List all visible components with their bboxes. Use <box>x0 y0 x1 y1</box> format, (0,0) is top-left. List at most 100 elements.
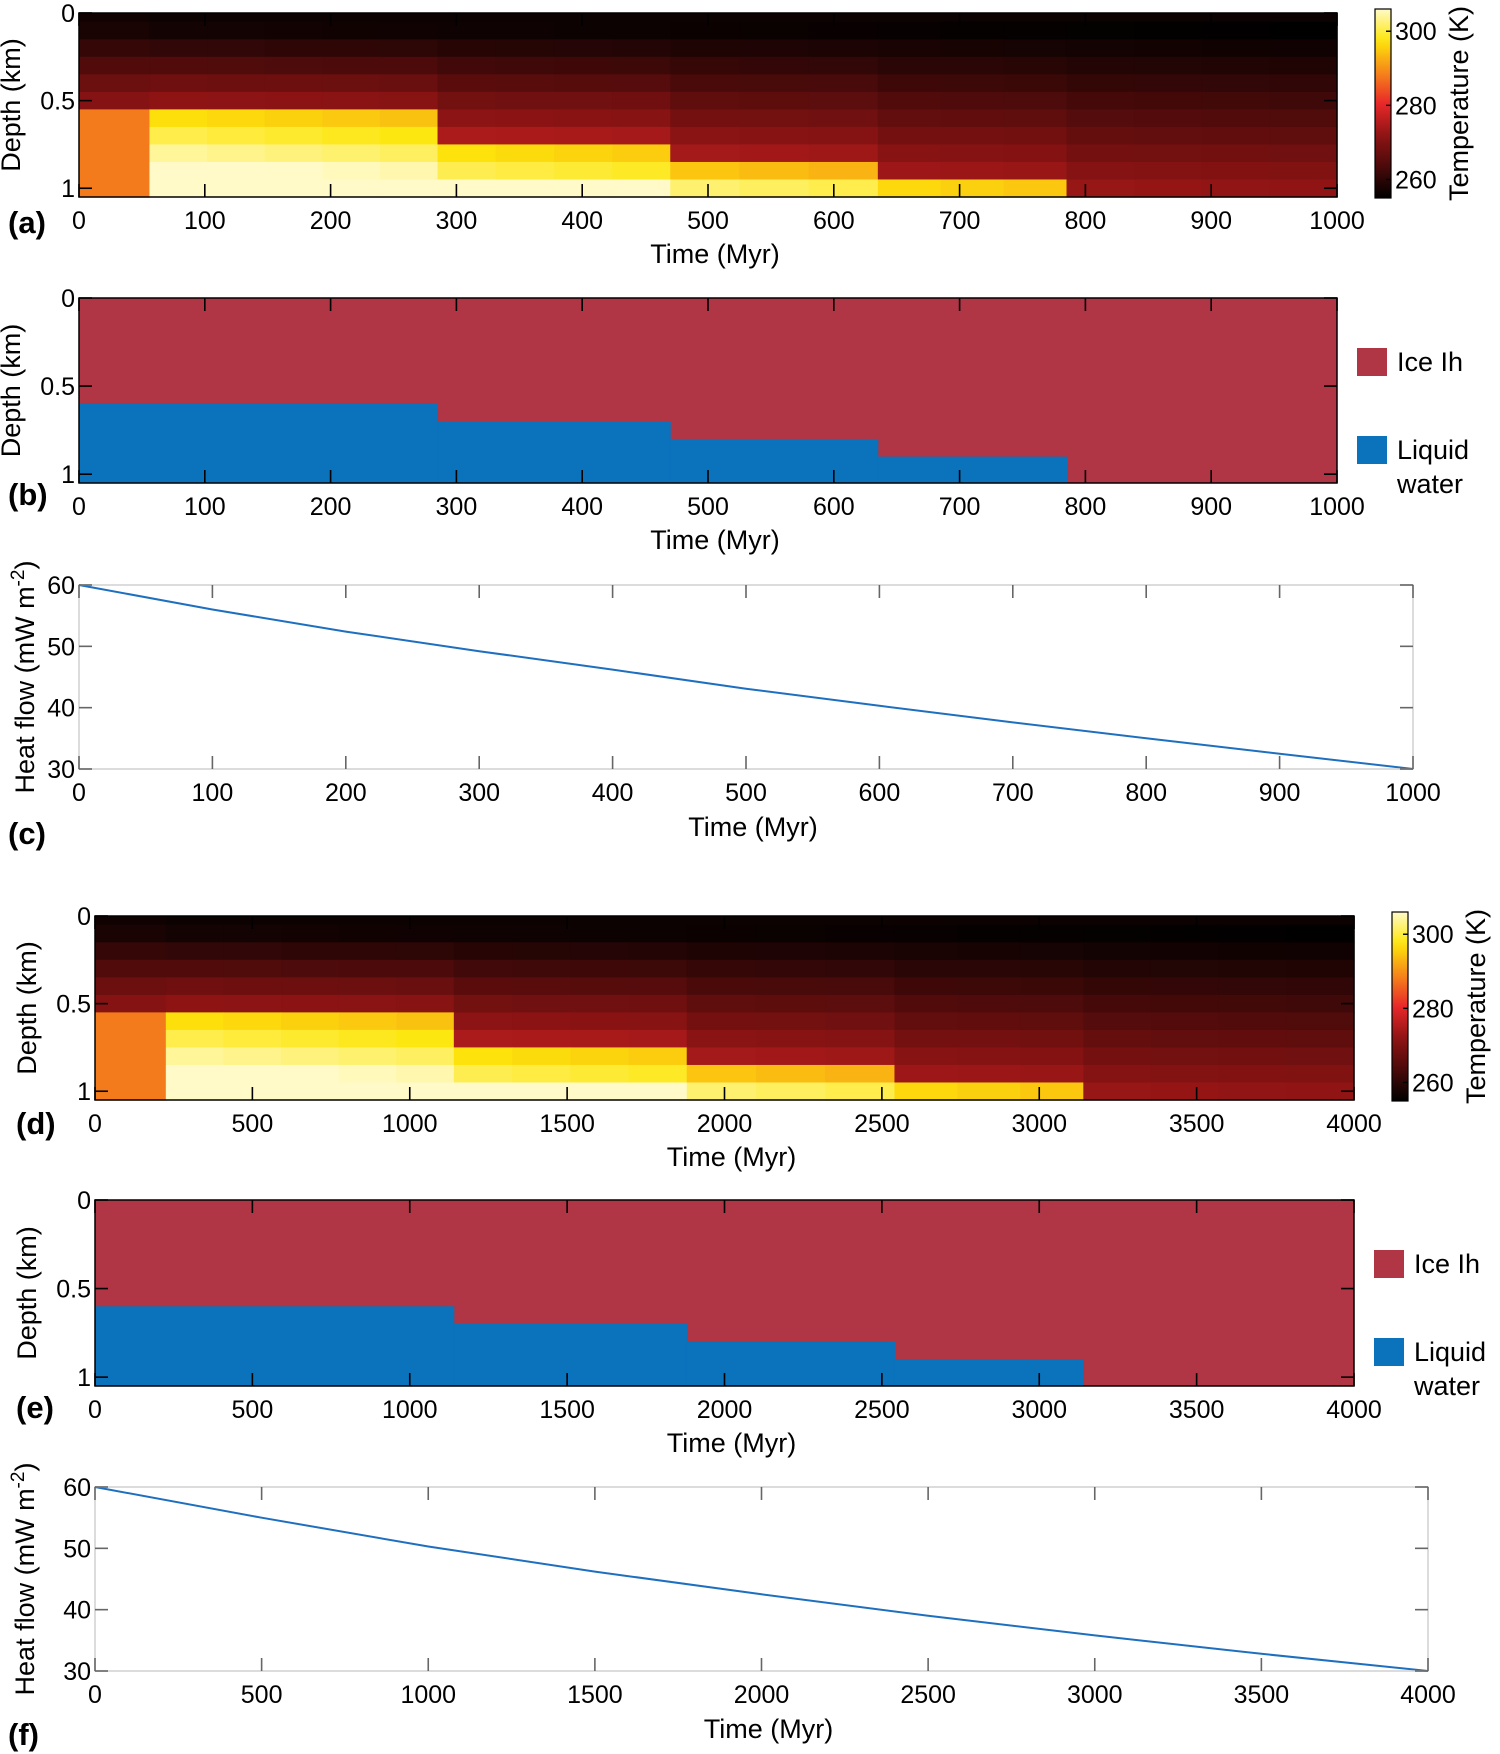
x-tick-label: 3000 <box>1011 1110 1067 1138</box>
heatmap-cell <box>453 942 513 961</box>
x-tick-label: 900 <box>1190 207 1232 235</box>
heatmap-cell <box>495 74 555 93</box>
heatmap-cell <box>495 126 555 146</box>
heatmap-cell <box>670 144 741 163</box>
heatmap-cell <box>755 1064 826 1084</box>
heatmap-cell <box>1286 942 1355 961</box>
heatmap-cell <box>165 1064 225 1084</box>
heatmap-cell <box>670 179 741 198</box>
heatmap-cell <box>877 13 942 23</box>
y-tick-label: 1 <box>61 461 75 489</box>
heatmap-cell <box>338 1064 397 1084</box>
x-tick-label: 1000 <box>1309 207 1365 235</box>
heatmap-cell <box>437 179 497 198</box>
x-axis-label: Time (Myr) <box>650 525 779 555</box>
heatmap-cell <box>512 1047 571 1066</box>
x-tick-label: 500 <box>241 1681 283 1709</box>
heatmap-cell <box>1134 144 1203 163</box>
heatmap-cell <box>322 161 381 181</box>
heatmap-cell <box>940 39 1005 58</box>
heatmap-cell <box>1201 39 1270 58</box>
heatmap-cell <box>739 126 810 146</box>
heatmap-cell <box>1218 1012 1287 1031</box>
heatmap-cell <box>1201 144 1270 163</box>
heatmap-cell <box>165 942 225 961</box>
heatmap-cell <box>495 39 555 58</box>
plot-background <box>79 585 1413 769</box>
heatmap-cell <box>894 994 959 1013</box>
x-tick-label: 100 <box>184 493 226 521</box>
heatmap-cell <box>808 91 879 110</box>
heatmap-cell <box>1134 74 1203 93</box>
heatmap-cell <box>894 1064 959 1084</box>
heatmap-cell <box>755 977 826 996</box>
heatmap-cell <box>755 994 826 1013</box>
heatmap-cell <box>322 39 381 58</box>
heatmap-cell <box>512 994 571 1013</box>
heatmap-cell <box>940 161 1005 181</box>
heatmap-cell <box>437 109 497 128</box>
heatmap-cell <box>223 1029 282 1049</box>
colorbar-bar <box>1374 8 1392 199</box>
heatmap-cell <box>379 144 439 163</box>
heatmap-cell <box>612 39 671 58</box>
x-tick-label: 3000 <box>1067 1681 1123 1709</box>
heatmap-cell <box>739 179 810 198</box>
x-tick-label: 2000 <box>734 1681 790 1709</box>
liquid-region <box>877 456 1068 483</box>
heatmap-cell <box>1003 39 1068 58</box>
liquid-region <box>686 1341 895 1386</box>
heatmap-cell <box>686 924 757 943</box>
heatmap-cell <box>79 144 151 163</box>
heatmap-cell <box>453 916 513 926</box>
heatmap-cell <box>165 959 225 978</box>
x-tick-label: 1000 <box>382 1396 438 1424</box>
heatmap-cell <box>1134 39 1203 58</box>
legend-text: Liquid <box>1414 1337 1486 1367</box>
heatmap-cell <box>739 13 810 23</box>
heatmap-cell <box>1286 1012 1355 1031</box>
heatmap-cell <box>149 56 208 75</box>
heatmap-cell <box>149 39 208 58</box>
y-tick-label: 60 <box>63 1474 91 1502</box>
heatmap-cell <box>1269 109 1338 128</box>
heatmap-cell <box>1286 994 1355 1013</box>
heatmap-cell <box>338 1029 397 1049</box>
x-tick-label: 300 <box>458 779 500 807</box>
heatmap-cell <box>570 959 630 978</box>
heatmap-cell <box>628 1064 688 1084</box>
x-tick-label: 900 <box>1259 779 1301 807</box>
heatmap-cell <box>825 1012 896 1031</box>
x-tick-label: 500 <box>232 1110 274 1138</box>
heatmap-cell <box>686 977 757 996</box>
legend-text: water <box>1396 469 1463 499</box>
heatmap-cell <box>957 916 1021 926</box>
heatmap-cell <box>165 1047 225 1066</box>
heatmap-cell <box>957 924 1021 943</box>
x-tick-label: 0 <box>72 493 86 521</box>
heatmap-cell <box>512 924 571 943</box>
heatmap-cell <box>1218 1047 1287 1066</box>
heatmap-cell <box>1134 21 1203 40</box>
y-axis-label: Heat flow (mW m-2) <box>8 561 41 794</box>
colorbar-tick-label: 260 <box>1412 1069 1454 1097</box>
legend-text: Ice Ih <box>1414 1249 1480 1279</box>
heatmap-cell <box>1003 21 1068 40</box>
heatmap-cell <box>825 1064 896 1084</box>
heatmap-cell <box>1201 56 1270 75</box>
heatmap-cell <box>379 13 439 23</box>
heatmap-cell <box>495 161 555 181</box>
heatmap-cell <box>940 13 1005 23</box>
panel-letter: (b) <box>8 477 48 512</box>
colorbar: 260 280 300 Temperature (K) <box>1391 909 1491 1104</box>
heatmap-cell <box>207 109 266 128</box>
heatmap-cell <box>1083 994 1152 1013</box>
x-tick-label: 600 <box>813 493 855 521</box>
heatmap-cell <box>570 977 630 996</box>
heatmap-cell <box>1003 13 1068 23</box>
heatmap-cell <box>670 56 741 75</box>
heatmap-cell <box>281 959 340 978</box>
heatmap-cell <box>1083 977 1152 996</box>
colorbar-bar <box>1391 911 1409 1102</box>
heatmap-cell <box>612 21 671 40</box>
